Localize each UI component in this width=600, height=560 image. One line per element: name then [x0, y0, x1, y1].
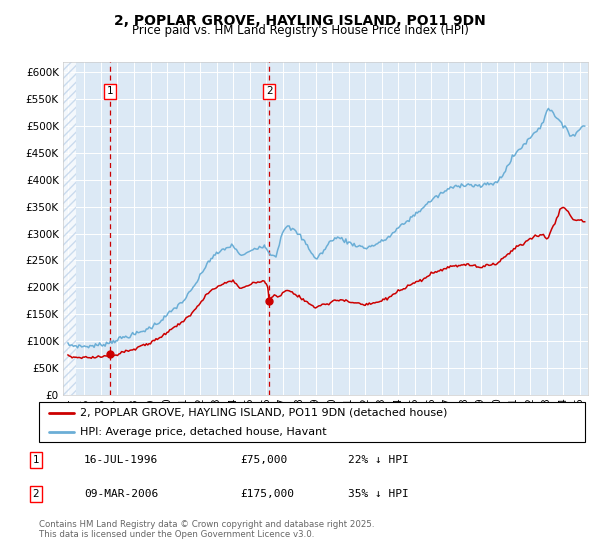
- Text: Price paid vs. HM Land Registry's House Price Index (HPI): Price paid vs. HM Land Registry's House …: [131, 24, 469, 38]
- FancyBboxPatch shape: [39, 402, 585, 442]
- Text: 35% ↓ HPI: 35% ↓ HPI: [348, 489, 409, 499]
- Text: 16-JUL-1996: 16-JUL-1996: [84, 455, 158, 465]
- Text: 22% ↓ HPI: 22% ↓ HPI: [348, 455, 409, 465]
- Text: 2: 2: [266, 86, 272, 96]
- Text: 2: 2: [32, 489, 40, 499]
- Text: 2, POPLAR GROVE, HAYLING ISLAND, PO11 9DN: 2, POPLAR GROVE, HAYLING ISLAND, PO11 9D…: [114, 14, 486, 28]
- Text: 1: 1: [107, 86, 113, 96]
- Text: £75,000: £75,000: [240, 455, 287, 465]
- Text: 1: 1: [32, 455, 40, 465]
- Text: 09-MAR-2006: 09-MAR-2006: [84, 489, 158, 499]
- Text: Contains HM Land Registry data © Crown copyright and database right 2025.
This d: Contains HM Land Registry data © Crown c…: [39, 520, 374, 539]
- Text: £175,000: £175,000: [240, 489, 294, 499]
- Text: HPI: Average price, detached house, Havant: HPI: Average price, detached house, Hava…: [80, 427, 326, 436]
- Text: 2, POPLAR GROVE, HAYLING ISLAND, PO11 9DN (detached house): 2, POPLAR GROVE, HAYLING ISLAND, PO11 9D…: [80, 408, 448, 418]
